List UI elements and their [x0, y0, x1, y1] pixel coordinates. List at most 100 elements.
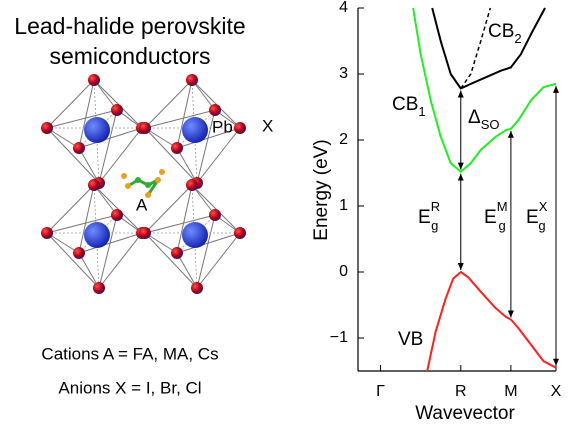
note: Anions X = I, Br, Cl — [58, 378, 201, 397]
bond — [78, 147, 100, 184]
annotation-sub: g — [499, 218, 506, 233]
bond — [191, 184, 241, 234]
y-tick-label: 2 — [339, 131, 348, 148]
bond — [46, 184, 95, 234]
bond — [176, 147, 198, 184]
atom — [73, 247, 85, 259]
bond — [191, 184, 198, 289]
y-tick-label: −1 — [330, 329, 348, 346]
annotation-text: E — [484, 207, 497, 228]
bond — [176, 127, 241, 149]
bond — [98, 232, 143, 289]
atom — [234, 122, 246, 134]
bond — [46, 109, 118, 129]
bond — [146, 179, 160, 196]
atom — [159, 169, 165, 175]
y-tick-label: 4 — [339, 0, 348, 16]
atom — [145, 192, 151, 198]
atom — [171, 247, 183, 259]
bond — [93, 184, 100, 289]
bond — [144, 127, 198, 184]
annotation-sub: 1 — [418, 104, 425, 119]
bond — [46, 79, 95, 129]
annotation-sub: 2 — [514, 31, 521, 46]
band-line — [460, 7, 492, 89]
bond — [191, 79, 216, 111]
bond — [191, 79, 241, 129]
atom — [121, 173, 127, 179]
bond — [196, 214, 216, 289]
bond — [196, 109, 216, 184]
bond — [93, 79, 118, 111]
bond — [93, 79, 143, 129]
annotation-text: VB — [398, 329, 423, 350]
bond — [144, 214, 216, 234]
annotation-sub: g — [538, 218, 545, 233]
atom — [145, 182, 151, 188]
atom — [171, 142, 183, 154]
atom — [84, 222, 110, 248]
bond — [93, 184, 143, 234]
atom-label: A — [136, 195, 148, 214]
x-tick-label: R — [455, 383, 467, 400]
y-axis-label: Energy (eV) — [311, 139, 332, 240]
band-line — [426, 271, 557, 372]
atom — [234, 227, 246, 239]
bond — [144, 232, 198, 289]
bond — [196, 127, 241, 184]
bond — [78, 252, 100, 289]
bond — [78, 127, 143, 149]
atom — [41, 227, 53, 239]
annotation: CB1 — [392, 94, 426, 119]
bond — [176, 232, 241, 254]
crystal-structure — [41, 74, 246, 294]
annotation-text: E — [418, 207, 431, 228]
atom-label: Pb — [212, 117, 233, 136]
bond — [46, 214, 118, 234]
atom — [135, 177, 141, 183]
atom — [125, 183, 131, 189]
bond — [176, 184, 193, 254]
x-tick-label: M — [504, 383, 517, 400]
atom — [186, 179, 198, 191]
atom — [111, 104, 123, 116]
atom — [93, 282, 105, 294]
bond — [46, 127, 100, 184]
x-tick-label: X — [551, 383, 562, 400]
atom — [209, 104, 221, 116]
bond — [176, 252, 198, 289]
bond — [46, 232, 80, 254]
annotation: ER g — [418, 199, 440, 233]
bond — [93, 184, 118, 216]
atom — [111, 209, 123, 221]
annotation-sub: g — [431, 218, 438, 233]
annotation: CB2 — [488, 21, 522, 46]
annotation: EM g — [484, 199, 508, 233]
bond — [196, 232, 241, 289]
bond — [78, 184, 95, 254]
atom — [186, 74, 198, 86]
note: Cations A = FA, MA, Cs — [41, 344, 218, 363]
band-line — [431, 7, 546, 90]
annotation: VB — [398, 329, 423, 350]
bond — [78, 79, 95, 149]
atom — [139, 227, 151, 239]
atom — [155, 177, 161, 183]
annotation-sup: R — [431, 199, 440, 214]
bond — [78, 232, 143, 254]
atom — [88, 74, 100, 86]
atom-label: X — [262, 116, 273, 135]
bond — [144, 127, 178, 149]
annotation-text: CB — [488, 21, 514, 42]
atom — [182, 222, 208, 248]
bond — [98, 127, 143, 184]
atom — [73, 142, 85, 154]
bond — [46, 232, 100, 289]
bond — [46, 127, 80, 149]
bond — [176, 109, 216, 149]
title-line: Lead-halide perovskite — [14, 13, 245, 39]
annotation-sup: X — [539, 199, 548, 214]
bond — [144, 184, 193, 234]
y-tick-label: 0 — [339, 263, 348, 280]
